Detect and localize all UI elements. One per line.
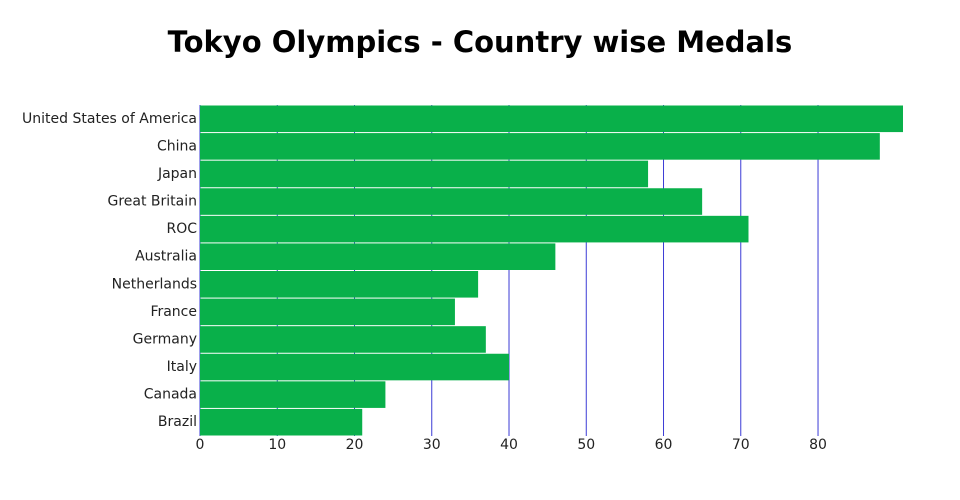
- chart-title: Tokyo Olympics - Country wise Medals: [168, 25, 793, 59]
- x-tick-label: 10: [268, 437, 286, 453]
- bar: [200, 133, 880, 160]
- y-tick-label: ROC: [166, 221, 197, 237]
- y-tick-label: United States of America: [22, 111, 197, 127]
- y-tick-label: Brazil: [158, 414, 197, 430]
- y-tick-label: France: [150, 304, 197, 320]
- y-tick-label: Canada: [144, 387, 197, 403]
- bar: [200, 408, 363, 436]
- y-tick-label: Great Britain: [107, 194, 197, 210]
- y-tick-label: China: [157, 138, 197, 154]
- y-tick-label: Germany: [133, 331, 197, 347]
- bar: [200, 188, 703, 215]
- bar: [200, 381, 386, 408]
- y-tick-label: Australia: [135, 249, 197, 265]
- bar: [200, 105, 903, 133]
- x-tick-label: 50: [577, 437, 595, 453]
- x-tick-label: 40: [500, 437, 518, 453]
- y-tick-label: Japan: [157, 166, 197, 182]
- x-tick-label: 80: [809, 437, 827, 453]
- x-tick-label: 20: [346, 437, 364, 453]
- x-tick-label: 70: [732, 437, 750, 453]
- bar: [200, 215, 749, 243]
- x-tick-label: 30: [423, 437, 441, 453]
- bar: [200, 353, 510, 381]
- y-tick-label: Netherlands: [112, 276, 197, 292]
- x-tick-label: 60: [655, 437, 673, 453]
- bar: [200, 243, 556, 270]
- bar: [200, 160, 649, 188]
- y-tick-label: Italy: [167, 359, 197, 375]
- bar: [200, 271, 479, 298]
- bar: [200, 326, 486, 353]
- x-tick-label: 0: [196, 437, 205, 453]
- bar: [200, 298, 455, 326]
